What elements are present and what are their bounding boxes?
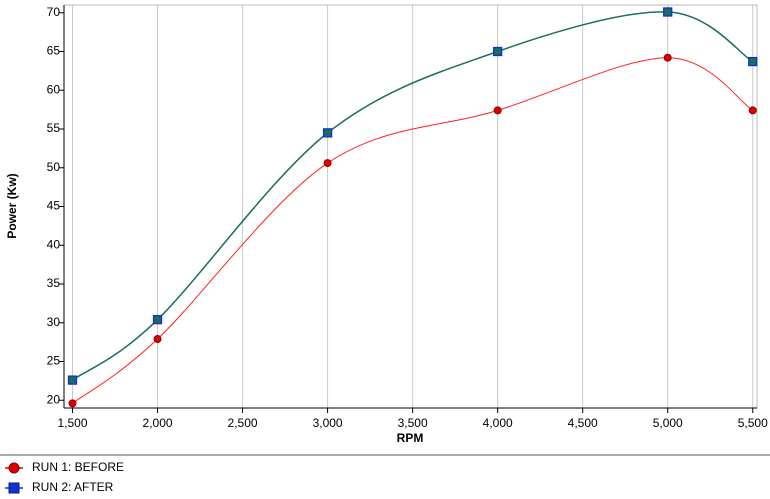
legend-label: RUN 2: AFTER bbox=[32, 480, 114, 494]
x-tick-label: 4,500 bbox=[568, 416, 598, 430]
x-tick-label: 2,000 bbox=[143, 416, 173, 430]
data-point bbox=[663, 53, 672, 62]
y-tick-label: 40 bbox=[47, 237, 61, 251]
x-tick-label: 3,500 bbox=[398, 416, 428, 430]
y-tick-label: 50 bbox=[47, 160, 61, 174]
x-axis-label: RPM bbox=[397, 431, 424, 445]
x-tick-label: 4,000 bbox=[483, 416, 513, 430]
legend-marker bbox=[8, 462, 20, 474]
x-tick-label: 1,500 bbox=[57, 416, 87, 430]
y-axis-label: Power (Kw) bbox=[5, 173, 19, 238]
y-tick-label: 25 bbox=[47, 354, 61, 368]
y-tick-label: 30 bbox=[47, 315, 61, 329]
data-point bbox=[748, 56, 758, 67]
data-point bbox=[67, 375, 78, 385]
y-tick-label: 55 bbox=[47, 121, 61, 135]
x-tick-label: 5,500 bbox=[738, 416, 768, 430]
y-tick-label: 70 bbox=[47, 5, 61, 19]
x-tick-label: 3,000 bbox=[313, 416, 343, 430]
data-point bbox=[152, 314, 163, 325]
y-tick-label: 35 bbox=[47, 276, 61, 290]
y-tick-label: 45 bbox=[47, 199, 61, 213]
data-point bbox=[493, 46, 503, 57]
data-point bbox=[748, 106, 757, 115]
x-tick-label: 2,500 bbox=[228, 416, 258, 430]
y-tick-label: 20 bbox=[47, 392, 61, 406]
data-point bbox=[323, 159, 332, 168]
x-tick-label: 5,000 bbox=[653, 416, 683, 430]
y-tick-label: 60 bbox=[47, 82, 61, 96]
data-point bbox=[68, 399, 77, 408]
y-tick-label: 65 bbox=[47, 44, 61, 58]
data-point bbox=[322, 128, 333, 138]
data-point bbox=[153, 335, 162, 344]
data-point bbox=[663, 7, 673, 17]
legend-label: RUN 1: BEFORE bbox=[32, 460, 124, 474]
legend-marker bbox=[8, 482, 20, 494]
data-point bbox=[493, 106, 502, 115]
